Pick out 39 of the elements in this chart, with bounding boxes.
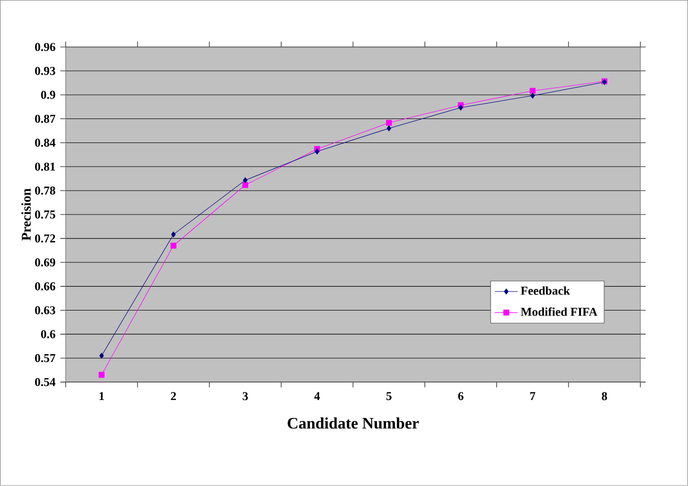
y-tick-label: 0.54 — [35, 378, 56, 386]
y-tick-label: 0.93 — [35, 66, 56, 76]
x-tick-label: 6 — [458, 392, 464, 400]
y-tick-label: 0.78 — [35, 186, 56, 195]
point — [530, 92, 535, 99]
x-tick-label: 1 — [100, 392, 104, 400]
point — [386, 126, 392, 132]
y-tick-label: 0.87 — [35, 114, 56, 123]
y-tick-label: 0.69 — [35, 258, 56, 267]
x-tick-label: 4 — [314, 392, 320, 400]
x-tick-label: 7 — [530, 392, 536, 400]
x-tick-label: 3 — [242, 392, 248, 400]
y-tick-label: 0.9 — [41, 90, 56, 100]
point — [242, 182, 248, 188]
y-tick-label: 0.6 — [41, 330, 56, 338]
x-tick-label: 8 — [602, 392, 608, 400]
x-axis-title: Candidate Number — [288, 417, 419, 429]
y-tick-label: 0.84 — [35, 138, 56, 147]
y-tick-label: 0.66 — [35, 282, 56, 290]
y-axis-title: Precision — [21, 188, 31, 241]
y-tick-label: 0.81 — [35, 162, 55, 171]
point — [314, 148, 320, 155]
y-tick-label: 0.72 — [35, 234, 56, 243]
point — [171, 232, 176, 238]
point — [530, 88, 536, 94]
x-tick-label: 2 — [170, 392, 176, 400]
y-tick-label: 0.63 — [35, 306, 56, 314]
y-tick-label: 0.75 — [35, 210, 56, 219]
point — [99, 352, 104, 359]
y-tick-label: 0.57 — [35, 354, 56, 362]
legend-label: Feedback — [520, 286, 570, 295]
point — [98, 372, 105, 378]
x-tick-label: 5 — [386, 392, 392, 400]
point — [170, 242, 176, 249]
legend-label: Modified FIFA — [520, 307, 598, 316]
y-tick-label: 0.96 — [35, 43, 56, 52]
point — [242, 177, 248, 184]
point — [386, 120, 392, 126]
point — [458, 104, 464, 111]
